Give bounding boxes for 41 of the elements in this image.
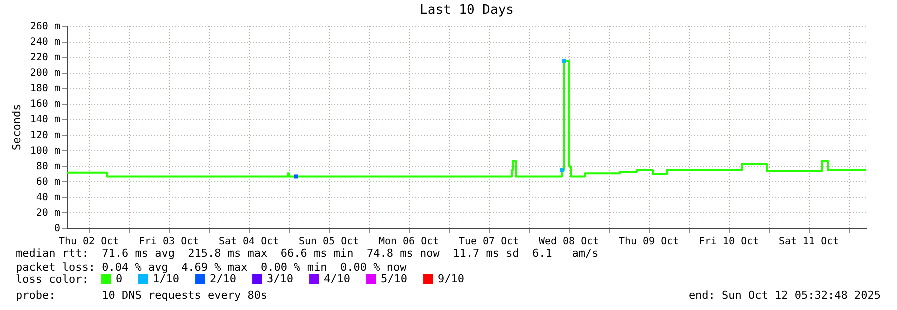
x-tick-label: Sun 05 Oct (298, 236, 360, 248)
legend-label: 2/10 (210, 272, 236, 286)
legend-label: 1/10 (153, 272, 180, 286)
legend-label: 0 (116, 272, 123, 286)
x-tick-label: Fri 10 Oct (698, 236, 760, 248)
y-tick-label: 140 m (30, 114, 60, 126)
legend-label: 5/10 (381, 272, 408, 286)
y-tick-label: 20 m (36, 208, 60, 219)
x-tick-label: Sat 11 Oct (778, 236, 840, 248)
legend-label: 9/10 (438, 272, 464, 286)
legend-label: 4/10 (324, 272, 350, 286)
y-tick-label: 80 m (36, 161, 60, 172)
chart-title: Last 10 Days (420, 3, 514, 18)
y-tick-label: 40 m (36, 192, 60, 204)
y-tick-label: 200 m (30, 68, 60, 80)
y-tick-label: 100 m (30, 146, 60, 157)
y-axis-title: Seconds (10, 104, 24, 151)
point (560, 168, 564, 173)
text: packet loss: 0.04 % avg 4.69 % max 0.00 % min 0.00 % now (16, 261, 407, 274)
point (562, 58, 566, 63)
x-tick-label: Sat 04 Oct (218, 236, 280, 248)
text: probe: 10 DNS requests every 80s (16, 289, 268, 303)
x-tick-label: Fri 03 Oct (138, 236, 200, 248)
x-tick-label: Wed 08 Oct (538, 236, 600, 248)
x-tick-label: Mon 06 Oct (378, 236, 440, 248)
y-tick-label: 240 m (30, 37, 60, 48)
legend-title: loss color: (16, 273, 89, 286)
x-tick-label: Thu 02 Oct (58, 236, 120, 248)
y-tick-label: 60 m (36, 176, 60, 188)
y-tick-label: 260 m (30, 22, 60, 32)
legend-label: 3/10 (267, 272, 294, 286)
x-tick-label: Thu 09 Oct (618, 236, 680, 248)
point (294, 174, 298, 179)
y-tick-label: 160 m (30, 99, 60, 110)
y-tick-label: 180 m (30, 84, 60, 95)
text: end: Sun Oct 12 05:32:48 2025 (688, 289, 881, 303)
y-tick-label: 220 m (30, 52, 60, 64)
y-tick-label: 0 (54, 224, 60, 234)
text: median rtt: 71.6 ms avg 215.8 ms max 66.6 ms min 74.8 ms now 11.7 ms sd 6.1 am/s (16, 247, 599, 261)
x-tick-label: Tue 07 Oct (458, 236, 520, 248)
y-tick-label: 120 m (30, 130, 60, 142)
